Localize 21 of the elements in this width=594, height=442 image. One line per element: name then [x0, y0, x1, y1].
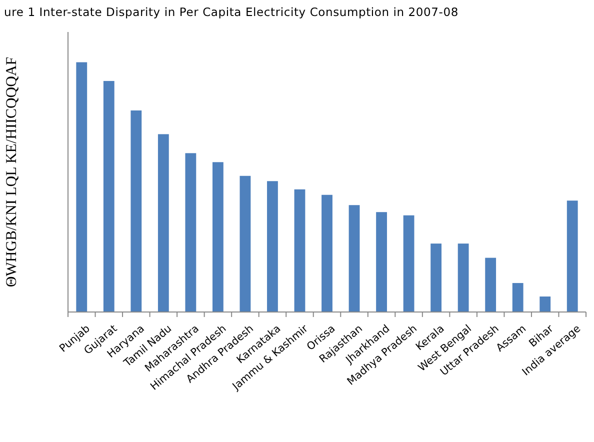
bar: [267, 181, 278, 312]
bar: [540, 296, 551, 312]
bar: [212, 162, 224, 312]
bar: [103, 80, 114, 312]
bar: [458, 244, 469, 312]
bar: [566, 200, 578, 312]
bar: [376, 212, 387, 312]
y-axis-title: ΘWHGB/KNI LQL KE/HIICQQQAF: [4, 56, 20, 288]
bar: [158, 134, 169, 312]
bar: [130, 110, 142, 312]
bar: [348, 205, 360, 312]
bar: [185, 153, 196, 312]
bar: [240, 176, 251, 312]
bar: [430, 244, 442, 312]
bar: [512, 283, 524, 312]
bar: [322, 194, 332, 312]
bar: [485, 258, 496, 312]
chart-title: ure 1 Inter-state Disparity in Per Capita Electricity Consumption in 2007-08: [4, 5, 458, 19]
bar: [294, 189, 306, 312]
bar: [403, 215, 414, 312]
bar: [76, 62, 88, 312]
